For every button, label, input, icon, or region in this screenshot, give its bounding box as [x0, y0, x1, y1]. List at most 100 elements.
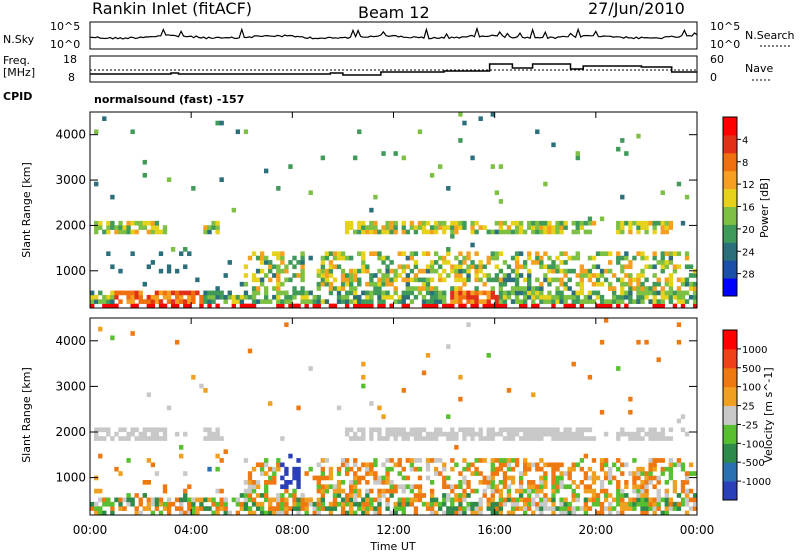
heatmap-cell	[114, 290, 119, 296]
heatmap-cell	[324, 484, 330, 490]
heatmap-cell	[385, 264, 390, 270]
heatmap-cell	[616, 510, 621, 516]
heatmap-cell	[543, 251, 548, 257]
heatmap-cell	[183, 497, 188, 503]
heatmap-cell	[551, 431, 556, 437]
heatmap-cell	[571, 479, 576, 485]
heatmap-cell	[142, 479, 147, 485]
heatmap-cell	[179, 501, 184, 507]
heatmap-cell	[660, 427, 665, 433]
heatmap-cell	[348, 286, 354, 291]
heatmap-cell	[438, 225, 443, 230]
heatmap-cell	[421, 303, 427, 309]
heatmap-cell	[551, 277, 556, 283]
heatmap-cell	[292, 471, 297, 476]
heatmap-cell	[575, 436, 580, 441]
heatmap-cell	[94, 129, 99, 135]
heatmap-cell	[688, 506, 694, 511]
heatmap-cell	[130, 427, 135, 433]
heatmap-cell	[312, 299, 317, 304]
y-tick-label: 3000	[55, 173, 86, 187]
heatmap-cell	[377, 431, 382, 437]
heatmap-cell	[146, 479, 151, 485]
heatmap-cell	[296, 479, 301, 485]
heatmap-cell	[369, 497, 374, 503]
heatmap-cell	[563, 303, 568, 309]
heatmap-cell	[684, 255, 690, 261]
heatmap-cell	[644, 475, 649, 481]
colorbar-swatch	[723, 152, 737, 172]
heatmap-cell	[369, 281, 374, 287]
power-heatmap-cells	[90, 112, 698, 309]
heatmap-cell	[429, 303, 435, 309]
heatmap-cell	[251, 294, 257, 300]
heatmap-cell	[579, 436, 584, 441]
heatmap-cell	[482, 225, 487, 230]
heatmap-cell	[458, 427, 463, 433]
heatmap-cell	[632, 484, 637, 490]
heatmap-cell	[502, 497, 508, 503]
heatmap-cell	[498, 294, 504, 300]
heatmap-cell	[231, 497, 236, 503]
heatmap-cell	[207, 431, 212, 437]
heatmap-cell	[616, 366, 621, 371]
heatmap-cell	[636, 294, 641, 300]
heatmap-cell	[377, 436, 382, 441]
heatmap-cell	[288, 299, 293, 304]
heatmap-cell	[385, 436, 390, 441]
heatmap-cell	[527, 484, 532, 490]
heatmap-cell	[454, 436, 459, 441]
heatmap-cell	[413, 510, 419, 516]
heatmap-cell	[648, 458, 653, 463]
heatmap-cell	[134, 294, 139, 300]
heatmap-cell	[510, 506, 516, 511]
heatmap-cell	[664, 510, 669, 516]
heatmap-cell	[640, 479, 645, 485]
heatmap-cell	[555, 427, 560, 433]
heatmap-cell	[215, 286, 220, 291]
heatmap-cell	[344, 458, 350, 463]
heatmap-cell	[288, 506, 293, 511]
heatmap-cell	[336, 255, 342, 261]
nsky-tick-bottom: 10^0	[50, 38, 80, 51]
heatmap-cell	[607, 506, 613, 511]
heatmap-cell	[401, 251, 406, 257]
heatmap-cell	[603, 251, 609, 257]
heatmap-cell	[336, 299, 342, 304]
heatmap-cell	[276, 268, 281, 274]
heatmap-cell	[644, 255, 649, 261]
heatmap-cell	[636, 251, 641, 257]
heatmap-cell	[599, 484, 605, 490]
heatmap-cell	[660, 290, 665, 296]
heatmap-cell	[361, 510, 366, 516]
heatmap-cell	[644, 264, 649, 270]
heatmap-cell	[531, 303, 536, 309]
heatmap-cell	[442, 501, 447, 507]
heatmap-cell	[583, 484, 589, 490]
heatmap-cell	[676, 418, 682, 424]
heatmap-cell	[409, 458, 415, 463]
heatmap-cell	[599, 294, 605, 300]
heatmap-cell	[603, 431, 609, 437]
heatmap-cell	[106, 294, 111, 300]
heatmap-cell	[620, 497, 625, 503]
heatmap-cell	[599, 466, 605, 472]
heatmap-cell	[535, 462, 540, 468]
heatmap-cell	[579, 277, 584, 283]
heatmap-cell	[219, 177, 224, 182]
heatmap-cell	[365, 501, 370, 507]
heatmap-cell	[353, 475, 358, 481]
heatmap-cell	[353, 286, 358, 291]
heatmap-cell	[587, 216, 593, 222]
heatmap-cell	[684, 510, 690, 516]
colorbar-swatch	[723, 424, 737, 444]
heatmap-cell	[255, 299, 261, 304]
heatmap-cell	[535, 501, 540, 507]
heatmap-cell	[510, 510, 516, 516]
heatmap-cell	[498, 268, 504, 274]
heatmap-cell	[624, 273, 629, 278]
colorbar-tick-label: 8	[742, 158, 748, 169]
heatmap-cell	[660, 286, 665, 291]
y-tick-label: 3000	[55, 379, 86, 393]
heatmap-cell	[692, 290, 698, 296]
